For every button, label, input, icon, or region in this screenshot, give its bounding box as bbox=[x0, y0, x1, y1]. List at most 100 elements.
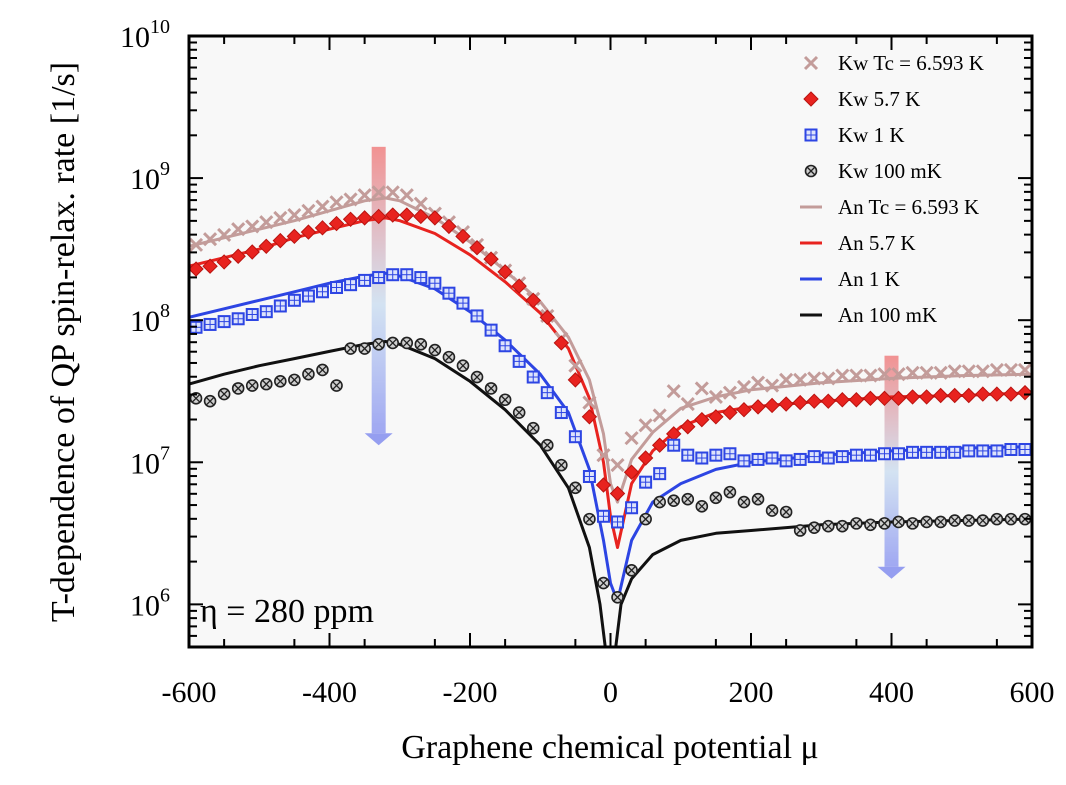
data-point-square bbox=[568, 430, 582, 444]
data-point-circle bbox=[892, 515, 905, 529]
data-point-diamond bbox=[806, 393, 822, 409]
data-point-square bbox=[231, 312, 245, 326]
data-point-square bbox=[625, 501, 639, 515]
legend-label: An 1 K bbox=[838, 267, 900, 291]
data-point-diamond bbox=[441, 218, 457, 235]
data-point-circle bbox=[512, 406, 526, 419]
data-point-x bbox=[610, 458, 625, 473]
data-point-square bbox=[920, 445, 934, 459]
data-point-circle bbox=[681, 492, 695, 506]
data-point-x bbox=[1003, 362, 1018, 377]
data-point-square bbox=[540, 386, 554, 400]
data-point-diamond bbox=[680, 419, 696, 435]
data-point-diamond bbox=[581, 409, 598, 425]
data-point-square bbox=[400, 268, 414, 282]
data-point-diamond bbox=[356, 210, 373, 226]
data-point-circle bbox=[1004, 512, 1018, 526]
data-point-square bbox=[934, 445, 948, 459]
data-point-diamond bbox=[778, 396, 794, 412]
data-point-x bbox=[863, 368, 878, 383]
data-point-square bbox=[877, 447, 891, 461]
data-point-circle bbox=[330, 379, 343, 392]
data-point-circle bbox=[723, 485, 737, 499]
data-point-square bbox=[386, 268, 400, 282]
data-point-circle bbox=[906, 517, 919, 530]
data-point-x bbox=[273, 210, 288, 225]
data-point-diamond bbox=[497, 264, 513, 280]
data-point-diamond bbox=[918, 389, 935, 405]
data-point-circle bbox=[976, 514, 990, 527]
data-point-x bbox=[947, 364, 962, 379]
data-point-diamond bbox=[708, 409, 724, 425]
data-point-circle bbox=[372, 338, 385, 351]
data-point-diamond bbox=[244, 244, 260, 260]
data-point-square bbox=[807, 450, 821, 464]
marker-series bbox=[189, 268, 1032, 529]
data-point-x bbox=[638, 418, 653, 433]
legend-item: An 1 K bbox=[800, 267, 900, 291]
data-point-square bbox=[554, 406, 568, 420]
data-point-diamond bbox=[399, 207, 415, 223]
data-point-diamond bbox=[961, 387, 977, 404]
data-point-circle bbox=[625, 563, 638, 577]
data-point-square bbox=[948, 445, 962, 459]
legend-item: Kw Tc = 6.593 K bbox=[803, 51, 984, 75]
data-point-square bbox=[442, 286, 456, 300]
data-point-circle bbox=[639, 512, 652, 526]
data-point-x bbox=[231, 222, 246, 237]
data-point-circle bbox=[414, 338, 428, 351]
legend-swatch bbox=[803, 55, 819, 71]
data-point-diamond bbox=[947, 387, 963, 404]
data-point-square bbox=[709, 448, 723, 462]
data-point-circle bbox=[793, 524, 807, 537]
data-point-diamond bbox=[342, 211, 359, 228]
data-point-diamond bbox=[764, 397, 780, 414]
data-point-diamond bbox=[890, 390, 907, 407]
data-point-diamond bbox=[328, 215, 345, 232]
data-point-circle bbox=[470, 370, 484, 384]
data-point-x bbox=[807, 371, 822, 386]
data-point-diamond bbox=[722, 404, 738, 421]
data-point-x bbox=[343, 192, 358, 207]
data-point-square bbox=[751, 452, 765, 466]
data-point-square bbox=[962, 444, 976, 458]
data-point-circle bbox=[878, 517, 891, 530]
data-point-x bbox=[736, 379, 752, 395]
data-point-diamond bbox=[539, 309, 555, 326]
data-point-circle bbox=[456, 359, 470, 372]
data-point-circle bbox=[597, 576, 610, 590]
legend-swatch bbox=[804, 164, 818, 178]
plot-background bbox=[189, 36, 1032, 647]
data-point-x bbox=[835, 368, 850, 383]
x-tick-labels: -600 -400 -200 0 200 400 600 bbox=[162, 676, 1055, 709]
data-point-diamond bbox=[623, 464, 640, 480]
data-point-diamond bbox=[300, 224, 317, 240]
data-point-diamond bbox=[189, 261, 204, 277]
series-line bbox=[189, 196, 1032, 504]
data-point-x bbox=[287, 207, 302, 223]
data-point-diamond bbox=[567, 372, 584, 388]
x-tick-label: -200 bbox=[443, 676, 498, 709]
legend-label: Kw Tc = 6.593 K bbox=[838, 51, 984, 75]
data-point-square bbox=[835, 450, 849, 464]
data-point-x bbox=[905, 365, 920, 380]
decreasing-temperature-arrow-right bbox=[877, 355, 906, 579]
y-axis-title: T-dependence of QP spin-relax. rate [1/s… bbox=[45, 62, 82, 622]
x-tick-label: 600 bbox=[1010, 676, 1055, 709]
data-point-x bbox=[821, 371, 836, 386]
data-point-diamond bbox=[314, 220, 331, 236]
data-point-square bbox=[372, 271, 386, 285]
data-point-diamond bbox=[511, 278, 527, 294]
data-point-circle bbox=[274, 374, 287, 388]
data-point-diamond bbox=[694, 411, 710, 428]
data-point-x bbox=[189, 237, 204, 252]
data-point-x bbox=[1017, 362, 1032, 377]
legend-label: Kw 1 K bbox=[838, 123, 905, 147]
legend-item: Kw 100 mK bbox=[804, 159, 942, 183]
data-point-diamond bbox=[932, 387, 949, 404]
data-point-circle bbox=[386, 336, 400, 350]
series-markers bbox=[189, 185, 1032, 604]
x-tick-label: 0 bbox=[603, 676, 618, 709]
data-point-diamond bbox=[258, 238, 274, 255]
data-point-diamond bbox=[427, 210, 443, 226]
